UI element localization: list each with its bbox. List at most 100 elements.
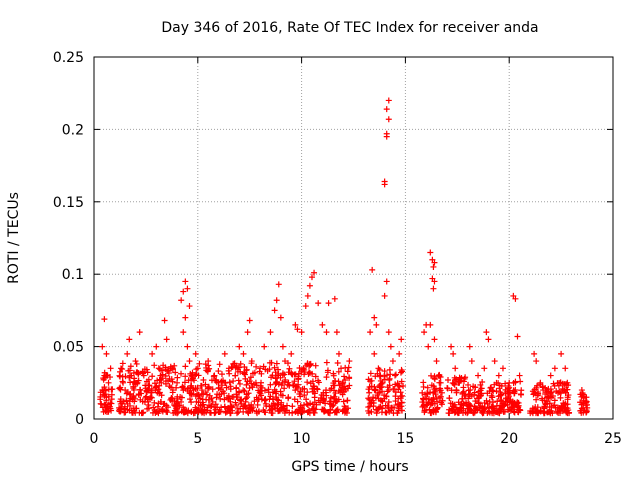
dense-point: [150, 404, 157, 411]
data-point: [292, 321, 299, 328]
dense-point: [330, 380, 337, 387]
dense-point: [304, 379, 311, 386]
dense-point: [339, 380, 346, 387]
dense-point: [221, 403, 228, 410]
dense-point: [344, 368, 351, 375]
data-point: [346, 358, 353, 365]
dense-point: [272, 402, 279, 409]
data-point: [431, 336, 438, 343]
dense-point: [444, 384, 451, 391]
dense-point: [461, 392, 468, 399]
dense-point: [342, 408, 349, 415]
dense-point: [335, 378, 342, 385]
dense-point: [518, 391, 525, 398]
data-point: [385, 97, 392, 104]
dense-point: [188, 399, 195, 406]
dense-point: [198, 382, 205, 389]
dense-point: [341, 388, 348, 395]
dense-point: [103, 406, 110, 413]
data-point: [452, 365, 459, 372]
data-point: [562, 365, 569, 372]
dense-point: [578, 405, 585, 412]
dense-point: [432, 385, 439, 392]
dense-point: [249, 384, 256, 391]
dense-point: [541, 404, 548, 411]
dense-point: [161, 400, 168, 407]
dense-point: [560, 400, 567, 407]
data-point: [277, 314, 284, 321]
dense-point: [394, 380, 401, 387]
dense-point: [489, 403, 496, 410]
dense-point: [221, 396, 228, 403]
data-point: [178, 297, 185, 304]
dense-point: [269, 396, 276, 403]
dense-point: [502, 380, 509, 387]
dense-point: [320, 398, 327, 405]
dense-point: [244, 394, 251, 401]
dense-point: [116, 404, 123, 411]
dense-point: [196, 360, 203, 367]
dense-point: [311, 405, 318, 412]
dense-point: [130, 378, 137, 385]
dense-point: [301, 401, 308, 408]
data-point: [273, 297, 280, 304]
dense-point: [135, 391, 142, 398]
dense-point: [129, 396, 136, 403]
data-point: [184, 285, 191, 292]
data-point: [221, 350, 228, 357]
dense-point: [162, 380, 169, 387]
x-tick-label: 0: [90, 431, 99, 447]
dense-point: [346, 375, 353, 382]
dense-point: [99, 404, 106, 411]
data-point: [319, 321, 326, 328]
dense-point: [143, 393, 150, 400]
data-point: [335, 350, 342, 357]
dense-point: [215, 384, 222, 391]
data-point: [325, 300, 332, 307]
dense-point: [421, 409, 428, 416]
dense-point: [241, 388, 248, 395]
dense-point: [502, 386, 509, 393]
dense-point: [155, 365, 162, 372]
dense-point: [234, 410, 241, 417]
dense-point: [298, 368, 305, 375]
dense-point: [197, 395, 204, 402]
dense-point: [563, 382, 570, 389]
dense-point: [332, 390, 339, 397]
y-tick-label: 0.2: [62, 122, 84, 138]
dense-point: [323, 359, 330, 366]
dense-point: [251, 398, 258, 405]
dense-point: [433, 395, 440, 402]
dense-point: [341, 373, 348, 380]
dense-point: [108, 386, 115, 393]
dense-point: [208, 377, 215, 384]
dense-point: [395, 407, 402, 414]
data-point: [427, 321, 434, 328]
dense-point: [437, 393, 444, 400]
data-point: [514, 333, 521, 340]
dense-point: [290, 382, 297, 389]
dense-point: [329, 403, 336, 410]
dense-point: [375, 395, 382, 402]
dense-point: [304, 389, 311, 396]
data-point: [126, 336, 133, 343]
dense-point: [255, 395, 262, 402]
dense-point: [372, 386, 379, 393]
data-point: [485, 336, 492, 343]
data-point: [136, 329, 143, 336]
dense-point: [502, 398, 509, 405]
dense-point: [334, 398, 341, 405]
dense-point: [545, 385, 552, 392]
dense-point: [130, 369, 137, 376]
dense-point: [130, 392, 137, 399]
dense-point: [506, 384, 513, 391]
dense-point: [234, 368, 241, 375]
data-point: [304, 292, 311, 299]
dense-point: [507, 407, 514, 414]
data-point: [383, 106, 390, 113]
dense-point: [168, 384, 175, 391]
dense-point: [559, 385, 566, 392]
data-point: [99, 343, 106, 350]
dense-point: [490, 388, 497, 395]
dense-point: [249, 370, 256, 377]
